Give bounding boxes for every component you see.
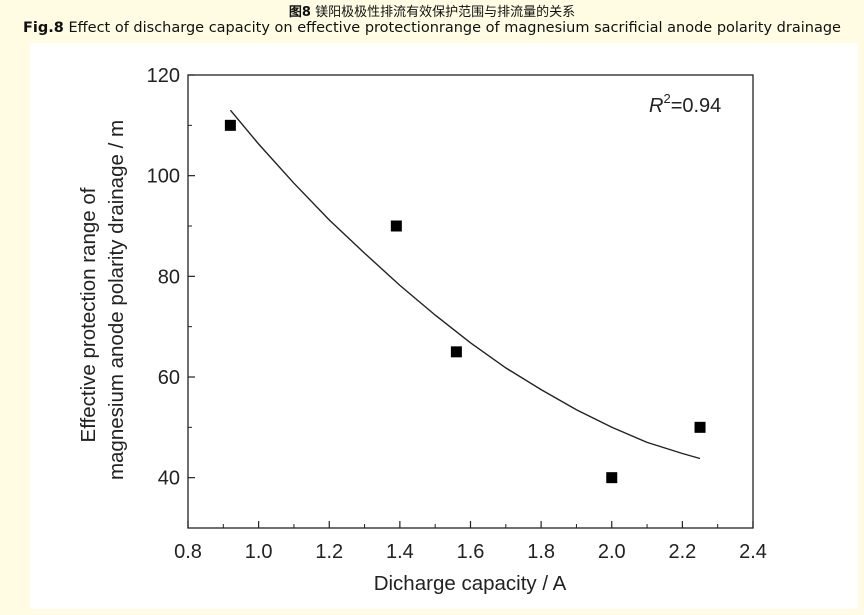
y-tick-label: 40: [158, 468, 180, 490]
y-tick-label: 100: [147, 166, 180, 188]
r2-superscript: 2: [663, 91, 670, 106]
data-point-marker: [694, 421, 706, 433]
caption-chinese: 图8 镁阳极极性排流有效保护范围与排流量的关系: [0, 1, 864, 20]
caption-cn-text: 镁阳极极性排流有效保护范围与排流量的关系: [315, 5, 576, 20]
y-tick-label: 60: [158, 367, 180, 389]
caption-en-text: Effect of discharge capacity on effectiv…: [68, 20, 841, 36]
x-tick-label: 2.2: [668, 541, 696, 563]
x-axis-title: Dicharge capacity / A: [374, 572, 567, 595]
plot-frame: [187, 74, 754, 529]
x-axis-ticks: 0.8 1.0 1.2 1.4 1.6 1.8 2.0 2.2 2.4: [174, 521, 767, 563]
caption-en-label: Fig.8: [23, 20, 64, 36]
x-tick-label: 1.6: [457, 541, 485, 563]
fit-curve-line: [229, 109, 701, 460]
x-tick-label: 2.0: [598, 541, 626, 563]
y-axis-ticks: 40 60 80 100 120: [147, 65, 195, 529]
r-squared-annotation: R2=0.94: [649, 91, 721, 117]
caption-cn-label: 图8: [288, 5, 311, 20]
x-tick-label: 1.0: [245, 541, 273, 563]
x-tick-label: 0.8: [174, 541, 202, 563]
data-point-marker: [606, 472, 618, 484]
x-tick-label: 2.4: [739, 541, 767, 563]
r2-value: =0.94: [671, 95, 722, 117]
y-axis-title-line2: magnesium anode polarity drainage / m: [105, 120, 128, 480]
data-point-marker: [450, 346, 462, 358]
data-point-marker: [224, 119, 236, 131]
x-tick-label: 1.4: [386, 541, 414, 563]
caption-english: Fig.8 Effect of discharge capacity on ef…: [0, 20, 864, 36]
y-tick-label: 80: [158, 266, 180, 288]
y-axis-title-line1: Effective protection range of: [77, 187, 100, 442]
r2-italic-r: R: [649, 95, 663, 117]
data-point-marker: [390, 220, 402, 232]
figure-panel: [30, 43, 858, 609]
data-markers: [224, 119, 706, 484]
x-tick-label: 1.2: [315, 541, 343, 563]
x-tick-label: 1.8: [527, 541, 555, 563]
y-tick-label: 120: [147, 65, 180, 87]
